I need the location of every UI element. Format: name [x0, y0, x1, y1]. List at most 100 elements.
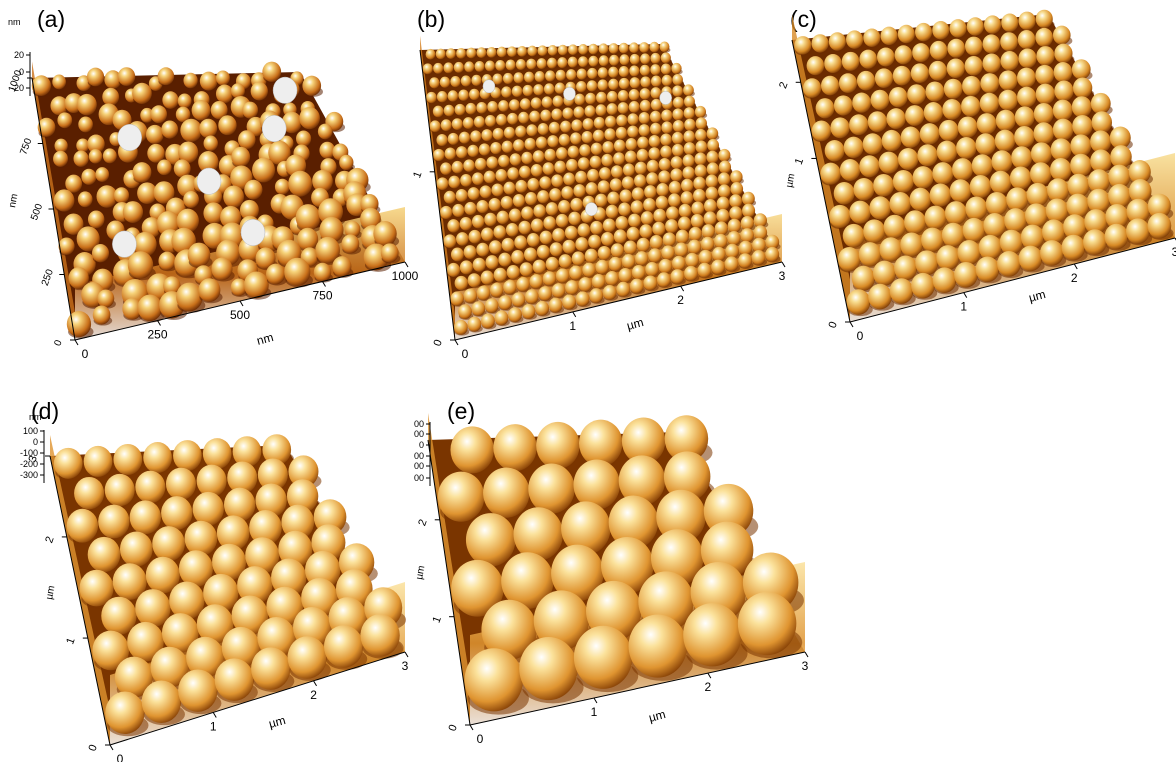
surface-bump	[738, 240, 753, 256]
surface-bump	[671, 62, 682, 75]
y-unit-label: µm	[44, 585, 57, 601]
surface-bump	[518, 111, 530, 124]
surface-bump	[506, 265, 520, 280]
surface-bump	[462, 117, 474, 129]
surface-bump	[862, 133, 883, 155]
surface-bump	[727, 218, 741, 234]
surface-bump	[740, 215, 754, 231]
surface-bump	[558, 200, 571, 214]
surface-bump	[436, 177, 449, 191]
surface-bump	[668, 180, 682, 195]
surface-bump	[216, 515, 250, 551]
surface-bump	[444, 147, 456, 160]
surface-bump	[440, 119, 452, 132]
surface-bump	[838, 73, 858, 93]
surface-bump	[606, 103, 618, 115]
surface-bump	[471, 74, 482, 86]
surface-bump	[618, 202, 631, 217]
surface-bump	[545, 202, 559, 216]
surface-bump	[268, 140, 291, 165]
surface-bump	[560, 120, 572, 133]
surface-bump	[1006, 187, 1029, 212]
surface-bump	[625, 138, 638, 151]
surface-bump	[433, 148, 445, 162]
surface-bump	[245, 537, 280, 574]
surface-bump	[717, 172, 731, 186]
surface-bump	[1033, 122, 1054, 145]
surface-bump	[50, 96, 68, 116]
x-tick	[1073, 263, 1078, 270]
surface-bump	[435, 48, 446, 60]
surface-bump	[562, 107, 574, 120]
surface-bump	[683, 84, 694, 96]
surface-bump	[495, 168, 508, 182]
surface-bump	[964, 36, 983, 56]
surface-bump	[221, 626, 260, 668]
surface-bump	[1090, 92, 1111, 115]
surface-bump	[562, 294, 577, 310]
surface-bump	[900, 232, 923, 257]
surface-bump	[463, 288, 478, 304]
surface-bump	[589, 155, 602, 169]
surface-bump	[1126, 218, 1150, 244]
surface-bump	[466, 47, 477, 59]
surface-bump	[670, 168, 683, 182]
surface-bump	[932, 21, 950, 40]
surface-bump	[853, 177, 875, 201]
surface-bump	[1053, 62, 1073, 83]
surface-bump	[637, 136, 649, 150]
y-tick-label: 1	[793, 156, 806, 166]
surface-bump	[152, 526, 185, 562]
surface-bump	[162, 91, 179, 109]
surface-bump	[488, 240, 502, 255]
surface-bump	[1091, 111, 1113, 134]
surface-bump	[1040, 240, 1064, 266]
surface-bump	[558, 133, 571, 147]
surface-bump	[220, 205, 242, 229]
surface-bump	[881, 129, 902, 152]
surface-bump	[1000, 32, 1018, 52]
surface-bump	[912, 166, 934, 189]
surface-bump	[729, 206, 743, 221]
surface-bump	[536, 421, 580, 469]
z-tick-label: -100	[20, 448, 38, 458]
surface-bump	[634, 161, 647, 175]
surface-bump	[464, 648, 524, 712]
surface-bump	[445, 48, 456, 59]
surface-bump	[925, 81, 945, 102]
surface-bump	[650, 75, 662, 87]
surface-bump	[440, 162, 452, 175]
x-tick-label: 2	[310, 688, 317, 702]
surface-bump	[949, 179, 972, 203]
panel-label-b: (b)	[417, 6, 446, 32]
surface-bump	[450, 76, 461, 88]
surface-bump	[512, 194, 526, 208]
surface-bump	[533, 590, 590, 651]
surface-bump	[629, 65, 640, 77]
surface-bump	[1084, 209, 1108, 235]
surface-bump	[81, 168, 97, 185]
surface-bump	[251, 647, 291, 690]
y-tick-label: 750	[18, 137, 34, 157]
surface-bump	[515, 179, 528, 193]
surface-bump	[562, 239, 576, 254]
surface-bump	[830, 117, 850, 139]
surface-bump	[266, 263, 286, 285]
surface-bump	[1011, 146, 1033, 169]
surface-bump	[443, 234, 457, 249]
surface-bump	[74, 476, 105, 510]
panel-label-d: (d)	[31, 398, 60, 424]
surface-bump	[629, 278, 644, 294]
surface-bump	[224, 487, 256, 522]
surface-bump	[422, 63, 433, 75]
surface-bump	[839, 158, 861, 182]
surface-bump	[479, 185, 492, 199]
surface-bump	[640, 53, 651, 65]
surface-bump	[515, 59, 526, 70]
surface-bump	[1070, 153, 1092, 177]
surface-bump	[577, 223, 591, 238]
surface-bump	[528, 463, 575, 514]
surface-bumps	[437, 415, 804, 715]
